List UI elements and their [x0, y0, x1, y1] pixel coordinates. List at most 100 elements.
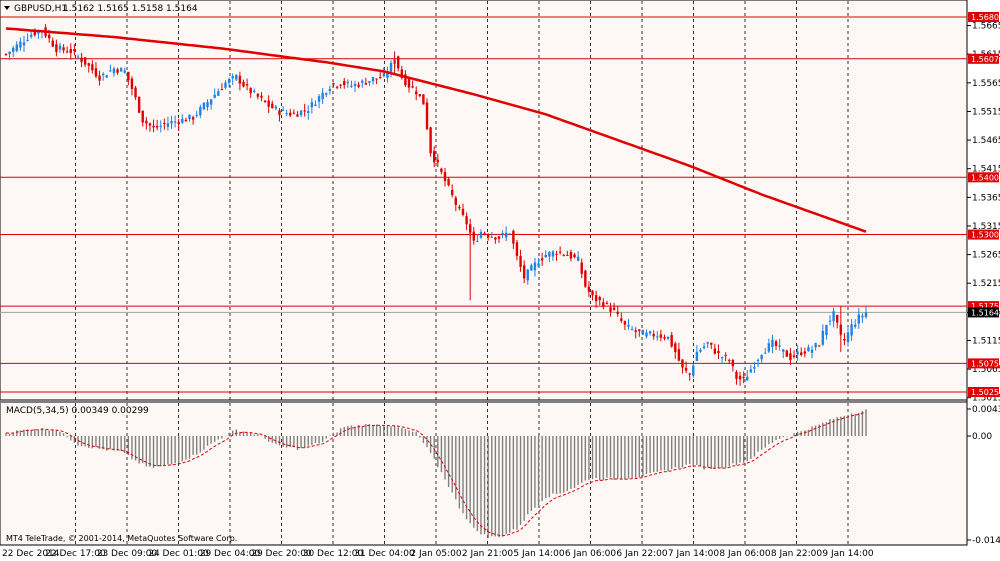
candle-body	[382, 73, 386, 76]
ohlc-label: 1.5162 1.5165 1.5158 1.5164	[63, 4, 198, 14]
candle-body	[476, 240, 479, 242]
candle-body	[141, 110, 144, 123]
candle-body	[346, 81, 350, 83]
candle-body	[598, 296, 601, 301]
x-tick-label: 29 Dec 04:00	[200, 549, 261, 559]
candle-body	[8, 51, 11, 55]
candle-body	[235, 74, 238, 80]
candle-body	[774, 341, 778, 346]
candle-body	[684, 367, 688, 371]
candle-body	[314, 104, 317, 106]
x-tick-label: 29 Dec 20:00	[251, 549, 312, 559]
candle-body	[134, 87, 137, 98]
candle-body	[670, 334, 673, 347]
price-panel[interactable]	[0, 0, 968, 401]
candle-body	[209, 99, 213, 105]
y-tick-label: 1.5365	[972, 193, 1000, 203]
candle-body	[864, 312, 868, 318]
candle-body	[760, 355, 763, 360]
panel-splitter[interactable]	[0, 400, 967, 403]
x-tick-label: 8 Jan 22:00	[771, 549, 823, 559]
candle-body	[371, 77, 375, 82]
macd-signal-line	[5, 411, 867, 537]
candle-body	[188, 114, 191, 120]
candle-body	[119, 68, 123, 72]
candle-body	[612, 307, 616, 310]
candle-body	[231, 76, 234, 79]
candle-body	[800, 352, 803, 356]
candle-body	[591, 290, 594, 296]
candle-body	[828, 320, 832, 322]
candle-body	[681, 359, 684, 368]
candle-body	[249, 88, 252, 94]
candle-body	[440, 168, 443, 172]
candle-body	[123, 70, 126, 73]
candle-body	[274, 106, 278, 109]
candle-body	[415, 91, 418, 95]
chevron-down-icon[interactable]	[4, 6, 10, 10]
candle-body	[83, 57, 87, 65]
candle-body	[62, 47, 65, 51]
candle-body	[299, 110, 303, 116]
candle-body	[343, 81, 346, 86]
candle-body	[508, 233, 511, 235]
candle-body	[195, 114, 198, 116]
candle-body	[238, 75, 242, 84]
candle-body	[130, 78, 134, 89]
candle-body	[389, 62, 393, 72]
macd-histogram	[5, 409, 867, 538]
y-tick-label: 1.5465	[972, 136, 1000, 146]
candle-body	[116, 69, 119, 73]
candle-body	[429, 127, 432, 154]
candle-body	[213, 94, 216, 98]
candle-body	[850, 324, 853, 336]
candle-body	[191, 117, 195, 120]
candle-body	[677, 349, 681, 361]
candle-body	[361, 80, 364, 83]
candle-body	[80, 57, 83, 63]
candle-body	[544, 254, 547, 258]
candle-body	[76, 56, 80, 58]
candle-body	[422, 94, 425, 105]
candle-body	[746, 376, 749, 381]
macd-axis-ticks: 0.00435 0.00 -0.01457	[967, 405, 1000, 546]
candle-body	[350, 85, 353, 87]
candle-body	[33, 31, 36, 36]
candle-body	[735, 371, 738, 379]
level-tag-label: 1.5680	[971, 13, 999, 22]
candle-body	[778, 345, 781, 347]
candle-body	[756, 360, 760, 362]
candle-body	[515, 242, 519, 256]
moving-average-line	[5, 27, 867, 233]
y-tick-label: 1.5115	[972, 336, 1000, 346]
candle-body	[656, 336, 659, 338]
candle-body	[263, 100, 267, 103]
level-tag	[968, 53, 999, 64]
candle-body	[540, 258, 544, 261]
candle-body	[152, 125, 155, 128]
candle-body	[638, 329, 641, 332]
x-tick-label: 23 Dec 09:00	[97, 549, 158, 559]
candle-body	[699, 349, 702, 352]
candle-body	[26, 39, 29, 41]
candle-body	[109, 70, 112, 72]
macd-tick-label: -0.01457	[972, 536, 1000, 546]
candle-body	[555, 253, 558, 255]
candle-body	[821, 330, 825, 345]
candle-body	[404, 74, 407, 86]
candle-body	[368, 80, 371, 83]
candle-body	[87, 63, 90, 66]
level-tag-label: 1.5400	[971, 173, 999, 182]
level-tag	[968, 12, 999, 22]
x-tick-label: 22 Dec 2014	[2, 549, 60, 559]
candle-body	[738, 375, 742, 380]
x-tick-label: 31 Dec 04:00	[354, 549, 415, 559]
candle-body	[11, 47, 15, 52]
candle-body	[652, 334, 655, 337]
macd-panel[interactable]	[0, 401, 968, 546]
candle-body	[548, 251, 551, 257]
candle-body	[605, 302, 609, 304]
candle-body	[594, 295, 598, 302]
